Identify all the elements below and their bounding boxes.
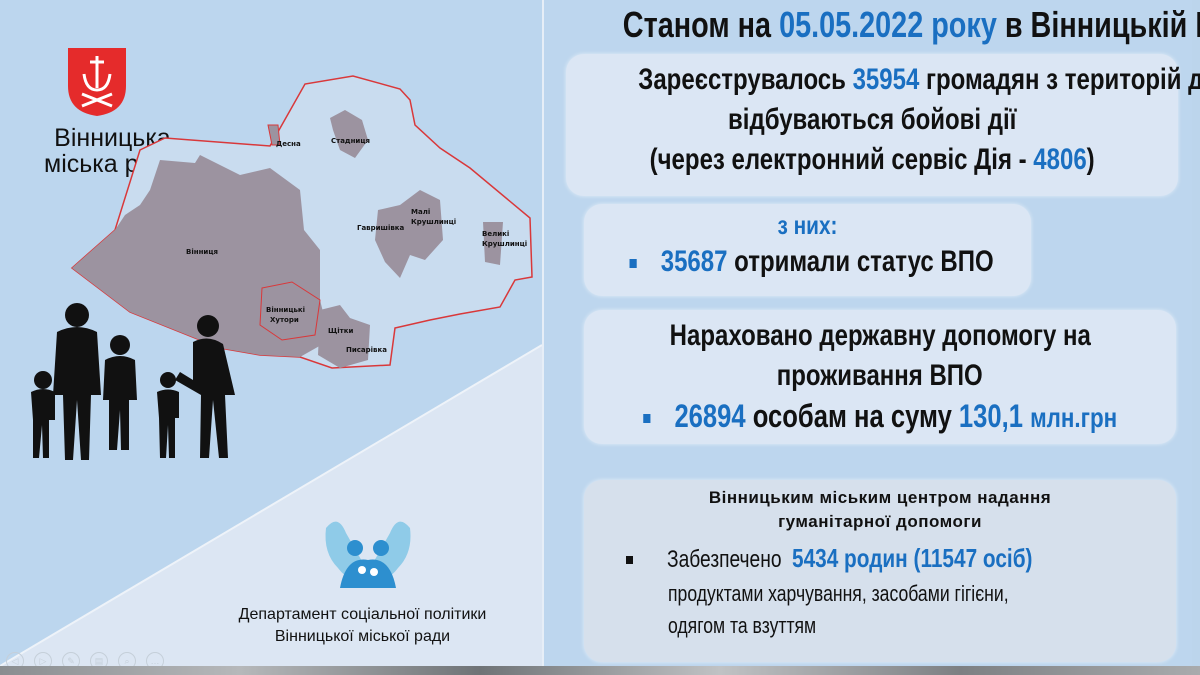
map-label: Вінниця [186,248,218,256]
text: 05.05.2022 року [779,4,997,45]
text: гуманітарної допомоги [778,512,982,531]
map-label: Малі [411,208,430,216]
registered-box: Зареєструвалось 35954 громадян з територ… [566,54,1200,196]
hands-family-logo [325,521,411,588]
map-label: Великі [482,230,509,238]
map-label: Гавришівка [357,224,405,232]
text: 5434 родин (11547 осіб) [792,543,1033,573]
bullet-icon [643,414,651,424]
text: 4806 [1033,143,1087,176]
background-triangle [0,344,542,666]
text: отримали статус ВПО [734,245,994,278]
text: відбуваються бойові дії [727,103,1017,136]
bottom-photo-strip [0,666,1200,675]
text: Зареєструвалось [638,63,846,96]
more-options-button[interactable]: … [146,652,164,666]
text: 130,1 [958,398,1023,434]
text: Нараховано державну допомогу на [669,319,1091,352]
next-slide-button[interactable]: ▷ [34,652,52,666]
family-silhouette [31,303,235,460]
text: громадян з територій де [919,63,1200,96]
text: з них: [777,210,838,240]
text: (через електронний сервіс Дія - [649,143,1034,176]
text: продуктами харчування, засобами гігієни, [668,581,1009,606]
left-panel: Вінницька міська рада Десна Стадниця Він… [0,0,542,666]
text: Департамент соціальної політики [238,606,487,623]
text: 35954 [852,63,920,96]
map-label: Крушлинці [411,218,456,226]
text: особам на суму [752,398,952,434]
map-label: Десна [276,140,301,148]
map-label: Стадниця [331,137,370,145]
right-panel: Станом на 05.05.2022 року в Вінницькій М… [542,0,1200,666]
text: в Вінницькій МТГ [1004,4,1200,45]
text: 35687 [660,245,728,278]
idp-status-box: з них: 35687 отримали статус ВПО [584,204,1031,296]
map-label: Вінницькі [266,306,305,314]
humanitarian-aid-box: Вінницьким міським центром надання гуман… [584,480,1176,662]
state-aid-box: Нараховано державну допомогу на проживан… [584,310,1176,444]
map-label: Щітки [328,327,353,335]
text: млн.грн [1030,402,1118,433]
map-label: Писарівка [346,346,387,354]
see-all-slides-button[interactable]: ▤ [90,652,108,666]
text: 26894 [674,398,746,434]
text: ) [1086,143,1095,176]
text: Вінницької міської ради [274,628,451,645]
previous-slide-button[interactable]: ◁ [6,652,24,666]
bullet-icon [629,258,637,268]
text: Вінницьким міським центром надання [708,488,1052,507]
bullet-icon [626,556,633,565]
text: одягом та взуттям [668,613,817,638]
map-label: Хутори [270,316,299,324]
text: Забезпечено [667,546,782,573]
page-title: Станом на 05.05.2022 року в Вінницькій М… [544,4,1200,46]
text: Станом на [622,4,772,45]
pen-tool-button[interactable]: ✎ [62,652,80,666]
map-label: Крушлинці [482,240,527,248]
text: проживання ВПО [777,359,983,392]
department-name: Департамент соціальної політики Вінницьк… [195,604,530,648]
community-map: Десна Стадниця Вінниця Гавришівка Малі К… [70,75,533,369]
zoom-button[interactable]: ⌕ [118,652,136,666]
coat-of-arms-logo [68,48,126,116]
